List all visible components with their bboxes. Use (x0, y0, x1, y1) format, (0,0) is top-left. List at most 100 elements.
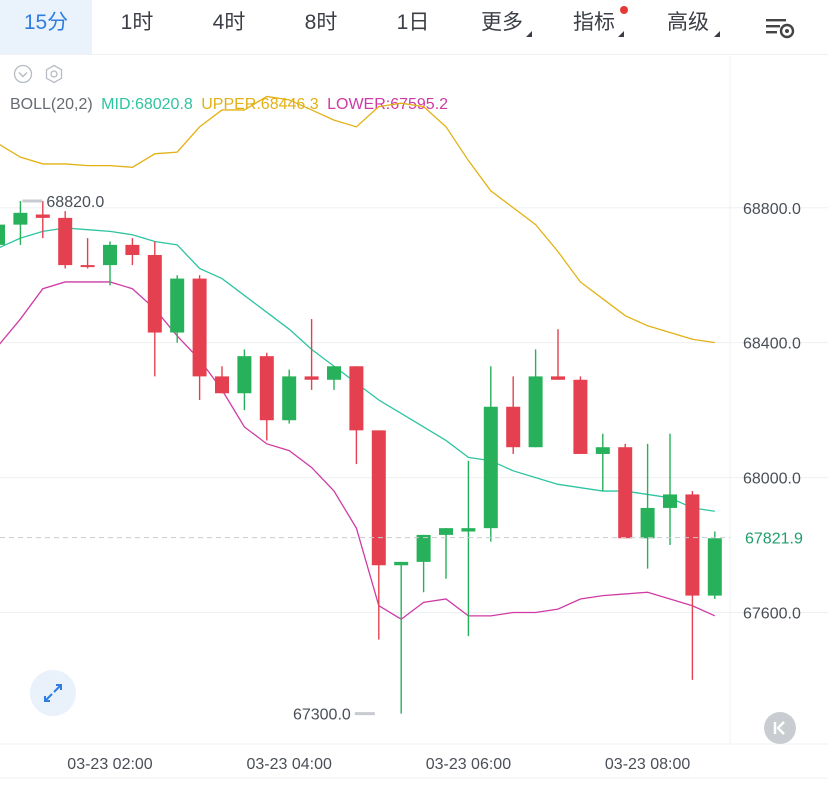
chart-settings-icon (766, 19, 795, 39)
candle-body (125, 244, 140, 255)
boll-upper-line (0, 95, 715, 344)
hexagon-gear-icon (45, 64, 63, 84)
tab-label: 高级 (667, 11, 709, 34)
candle (663, 433, 677, 546)
candle (0, 224, 5, 245)
candle (461, 460, 476, 637)
candle (192, 275, 207, 400)
candle-body (215, 376, 229, 394)
dropdown-triangle-icon (526, 31, 532, 37)
candle-body (640, 507, 655, 539)
tab-1h[interactable]: 1时 (104, 0, 170, 54)
x-tick-label: 03-23 06:00 (426, 756, 512, 773)
candle-body (327, 366, 341, 380)
tab-label: 15分 (23, 11, 69, 34)
boll-mid-line (0, 227, 715, 512)
candle (573, 376, 588, 454)
y-tick-label: 68000.0 (743, 471, 801, 488)
candle (439, 528, 453, 579)
tab-more-dropdown[interactable]: 更多 (474, 0, 532, 54)
candle-body (282, 376, 297, 421)
candle-body (618, 447, 633, 539)
scroll-to-latest-button[interactable] (764, 712, 796, 744)
candle-body (663, 494, 677, 508)
candle (506, 376, 521, 454)
tab-indicators-dropdown[interactable]: 指标 (566, 0, 628, 54)
candle (147, 241, 162, 377)
candle-body (551, 376, 565, 380)
candle-body (528, 376, 543, 448)
candle (80, 238, 95, 269)
tab-label: 4时 (212, 11, 246, 34)
candle (394, 561, 409, 714)
chevron-down-circle-icon (13, 64, 33, 84)
skip-to-latest-icon (773, 721, 785, 735)
candle (170, 275, 185, 343)
candle-body (506, 406, 521, 448)
candle-body (394, 561, 409, 566)
tab-8h[interactable]: 8时 (288, 0, 354, 54)
boll-mid-value: MID:68020.8 (101, 96, 193, 113)
tab-15m[interactable]: 15分 (0, 0, 92, 54)
candle-body (259, 356, 274, 421)
current-price-label: 67821.9 (745, 531, 803, 548)
candle (371, 430, 386, 640)
indicator-settings-button[interactable] (44, 64, 64, 84)
candle-body (192, 278, 207, 377)
candle-body (707, 538, 722, 596)
candle (640, 443, 655, 569)
candle-body (237, 356, 252, 394)
candle (618, 443, 633, 539)
candle (215, 366, 229, 394)
tab-4h[interactable]: 4时 (196, 0, 262, 54)
candle-body (439, 528, 453, 535)
candle (416, 534, 431, 593)
tab-1d[interactable]: 1日 (380, 0, 446, 54)
dropdown-triangle-icon (714, 31, 720, 37)
candle (551, 329, 565, 380)
candle (327, 366, 341, 390)
candle (58, 211, 73, 269)
candle-body (35, 214, 50, 218)
candle-body (371, 430, 386, 566)
candle-body (13, 212, 28, 225)
candle-body (595, 447, 610, 454)
candle (282, 369, 297, 424)
candle-body (170, 278, 185, 333)
boll-lower-value: LOWER:67595.2 (327, 96, 449, 113)
candle (125, 238, 140, 266)
tab-label: 1时 (120, 11, 154, 34)
candle-body (573, 379, 588, 454)
candle-body (416, 534, 431, 562)
candle-body (80, 265, 95, 268)
tab-label: 更多 (481, 11, 523, 34)
dropdown-triangle-icon (618, 31, 624, 37)
candle-body (58, 217, 73, 266)
boll-indicator-legend: BOLL(20,2) MID:68020.8 UPPER:68446.3 LOW… (10, 96, 452, 114)
boll-upper-value: UPPER:68446.3 (201, 96, 319, 113)
candle-body (461, 528, 476, 532)
expand-chart-button[interactable] (30, 670, 76, 716)
tab-label: 8时 (304, 11, 338, 34)
x-tick-label: 03-23 08:00 (605, 756, 691, 773)
x-tick-label: 03-23 04:00 (246, 756, 332, 773)
candle-body (304, 376, 319, 380)
candle (35, 201, 50, 239)
high-marker-label: 68820.0 (46, 194, 104, 211)
y-tick-label: 67600.0 (743, 605, 801, 622)
candle (595, 433, 610, 492)
candle-body (685, 494, 700, 596)
candle (237, 349, 252, 411)
timeframe-tab-bar: 15分 1时 4时 8时 1日 更多 指标 高级 (0, 0, 828, 55)
chart-settings-button[interactable] (760, 8, 802, 46)
collapse-indicator-button[interactable] (13, 64, 33, 84)
candle-body (483, 406, 498, 529)
candle-body (147, 254, 162, 333)
y-tick-label: 68800.0 (743, 201, 801, 218)
candle (103, 241, 117, 286)
low-marker-label: 67300.0 (293, 707, 351, 724)
candle (685, 491, 700, 680)
candle-body (0, 224, 5, 245)
tab-advanced-dropdown[interactable]: 高级 (658, 0, 720, 54)
notification-dot (620, 6, 628, 14)
